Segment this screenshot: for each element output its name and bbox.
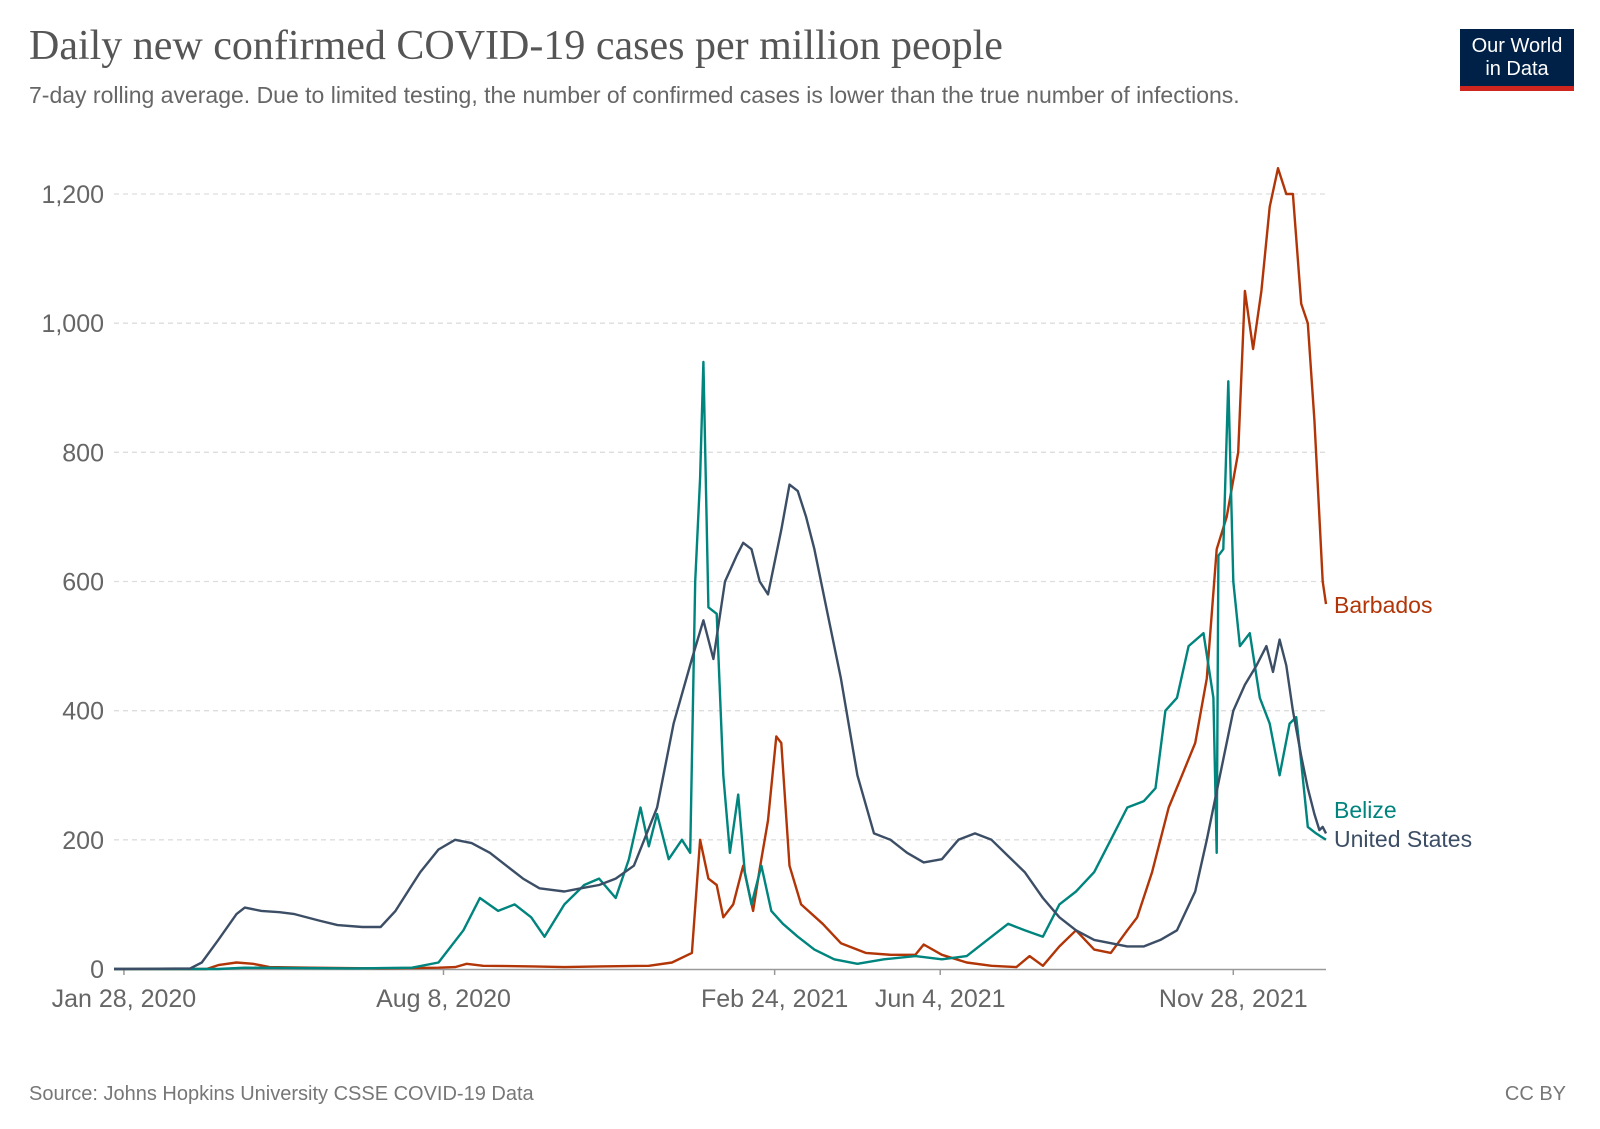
y-tick-label: 400 (62, 698, 104, 726)
legend-label-united-states[interactable]: United States (1334, 826, 1472, 852)
legend-label-barbados[interactable]: Barbados (1334, 592, 1432, 618)
x-tick-label: Aug 8, 2020 (376, 985, 511, 1013)
y-tick-label: 800 (62, 439, 104, 467)
license-text[interactable]: CC BY (1504, 1083, 1566, 1105)
series-line-united-states[interactable] (113, 483, 1328, 971)
x-tick-label: Feb 24, 2021 (701, 985, 848, 1013)
series-layer (113, 167, 1328, 971)
grid-layer (114, 193, 1326, 841)
y-tick-label: 600 (62, 569, 104, 597)
x-tick-label: Jun 4, 2021 (875, 985, 1006, 1013)
x-axis: Jan 28, 2020 Aug 8, 2020 Feb 24, 2021 Jun 4… (52, 968, 1326, 1013)
series-line-belize[interactable] (114, 360, 1327, 971)
y-axis: 0 200 400 600 800 1,000 1,200 (41, 181, 104, 984)
legend-label-belize[interactable]: Belize (1334, 797, 1397, 823)
y-tick-label: 0 (90, 956, 104, 984)
chart-subtitle: 7-day rolling average. Due to limited te… (29, 82, 1240, 108)
x-tick-label: Jan 28, 2020 (52, 985, 197, 1013)
logo-line-1: Our World (1471, 35, 1563, 57)
x-tick-label: Nov 28, 2021 (1159, 985, 1308, 1013)
legend: Barbados Belize United States (1334, 592, 1472, 852)
y-tick-label: 1,000 (41, 310, 104, 338)
logo-line-2: in Data (1485, 58, 1549, 80)
y-tick-label: 200 (62, 827, 104, 855)
source-text[interactable]: Source: Johns Hopkins University CSSE CO… (29, 1083, 534, 1105)
chart-title: Daily new confirmed COVID-19 cases per m… (29, 23, 1003, 69)
owid-logo[interactable]: Our World in Data (1460, 29, 1574, 91)
y-tick-label: 1,200 (41, 181, 104, 209)
series-line-barbados[interactable] (114, 167, 1328, 971)
